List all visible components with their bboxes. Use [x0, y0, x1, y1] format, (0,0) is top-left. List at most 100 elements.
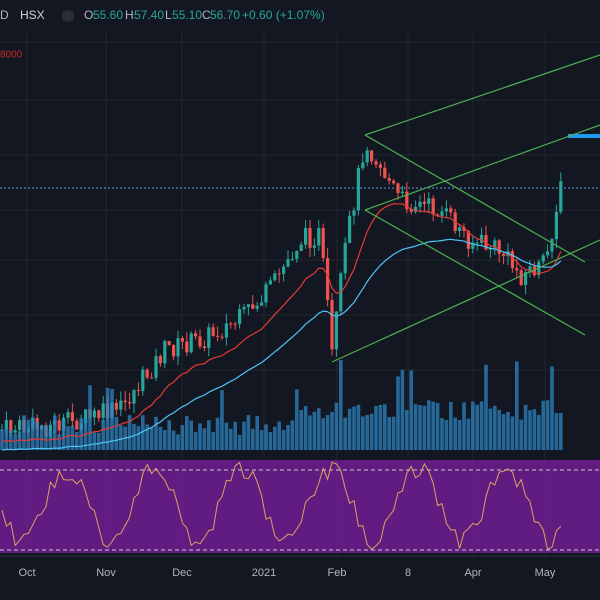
volume-bar — [457, 419, 462, 450]
candle-body — [383, 167, 387, 179]
candle-body — [216, 335, 220, 337]
candle-body — [515, 268, 519, 271]
time-label: 2021 — [252, 567, 276, 579]
volume-bar — [462, 402, 466, 450]
volume-bar — [185, 416, 189, 450]
volume-bar — [79, 418, 83, 450]
candle-body — [334, 311, 338, 350]
volume-bar — [22, 415, 26, 450]
volume-bar — [466, 418, 471, 450]
volume-bar — [471, 401, 475, 450]
time-label: Apr — [464, 567, 481, 579]
candle-body — [343, 242, 347, 274]
high-label: H — [125, 8, 134, 22]
candle-body — [422, 201, 426, 204]
high-value: 57.40 — [134, 8, 164, 22]
volume-bar — [215, 417, 220, 450]
price-marker — [568, 134, 600, 138]
candle-body — [260, 302, 264, 306]
candle-body — [172, 345, 176, 357]
volume-bar — [387, 417, 391, 450]
candle-body — [502, 253, 506, 256]
candle-body — [312, 245, 316, 248]
volume-bar — [369, 413, 374, 450]
volume-bar — [286, 425, 290, 450]
volume-bar — [127, 415, 132, 450]
candle-body — [70, 412, 74, 421]
symbol: HSX — [20, 8, 45, 22]
candle-body — [198, 336, 202, 347]
volume-bar — [237, 434, 242, 450]
candle-body — [405, 191, 409, 210]
volume-bar — [523, 404, 528, 450]
volume-bar — [163, 429, 167, 450]
volume-bar — [180, 425, 185, 450]
volume-bar — [488, 408, 493, 450]
volume-bar — [321, 418, 325, 450]
volume-bar — [528, 410, 532, 450]
low-value: 55.10 — [172, 8, 202, 22]
volume-bar — [532, 409, 537, 450]
candle-body — [101, 403, 105, 419]
time-label: 8 — [405, 567, 411, 579]
volume-bar — [202, 428, 207, 450]
candle-body — [176, 338, 180, 357]
volume-bar — [220, 390, 224, 450]
volume-bar — [44, 425, 48, 450]
candle-body — [158, 356, 162, 364]
candle-body — [480, 235, 484, 243]
volume-bar — [545, 400, 550, 450]
candle-body — [458, 227, 462, 231]
volume-bar — [440, 418, 444, 450]
candle-body — [317, 228, 321, 246]
volume-bar — [400, 369, 405, 450]
volume-bar — [53, 415, 57, 450]
volume-bar — [132, 423, 136, 450]
candle-body — [321, 228, 325, 259]
volume-bar — [537, 414, 541, 450]
volume-bar — [61, 420, 66, 450]
volume-bar — [365, 415, 369, 450]
volume-bar — [378, 404, 383, 450]
time-label: Dec — [172, 567, 192, 579]
volume-bar — [229, 428, 233, 450]
candle-body — [444, 208, 448, 212]
volume-bar — [449, 401, 453, 450]
candle-body — [229, 323, 233, 325]
candle-body — [202, 346, 206, 348]
candle-body — [308, 227, 312, 248]
volume-bar — [92, 432, 97, 450]
open-value: 55.60 — [93, 8, 123, 22]
candle-body — [493, 240, 497, 249]
candle-body — [119, 400, 123, 410]
volume-bar — [418, 404, 422, 450]
volume-bar — [242, 421, 246, 450]
volume-bar — [167, 420, 171, 450]
candle-body — [541, 255, 545, 262]
candle-body — [136, 390, 140, 392]
candle-body — [238, 309, 242, 324]
candle-body — [167, 341, 171, 346]
volume-bar — [277, 421, 281, 450]
candle-body — [286, 259, 290, 267]
candle-body — [497, 240, 501, 254]
candle-body — [180, 338, 184, 342]
candle-body — [409, 209, 413, 212]
candle-body — [528, 266, 532, 273]
volume-bar — [255, 416, 259, 450]
volume-bar — [57, 434, 61, 450]
volume-bar — [484, 364, 488, 450]
volume-bar — [246, 415, 251, 450]
volume-bar — [224, 422, 229, 450]
candle-body — [9, 420, 13, 433]
candle-body — [304, 227, 308, 245]
volume-bar — [17, 431, 22, 450]
volume-bar — [497, 409, 501, 450]
volume-bar — [396, 376, 400, 450]
candle-body — [242, 306, 246, 310]
volume-bar — [268, 432, 273, 450]
volume-bar — [273, 426, 277, 450]
time-label: Feb — [328, 567, 347, 579]
time-axis: Oct Nov Dec 2021 Feb 8 Apr May — [18, 567, 555, 579]
volume-bar — [9, 430, 13, 450]
